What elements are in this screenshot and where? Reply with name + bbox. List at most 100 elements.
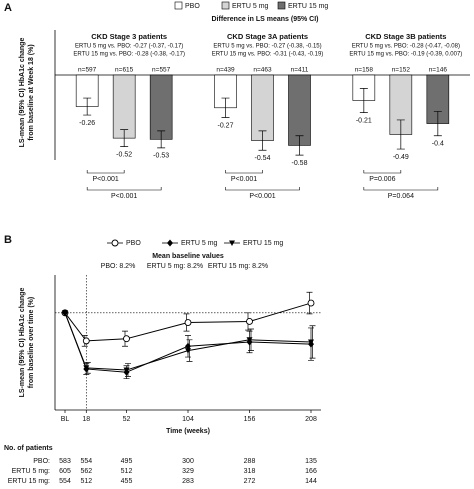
legend-swatch	[221, 1, 230, 10]
p-bracket	[363, 187, 439, 191]
value-label: -0.21	[356, 117, 372, 124]
group-annotation: ERTU 5 mg vs. PBO: -0.27 (-0.37, -0.17)	[75, 44, 183, 50]
table-cell: 455	[121, 478, 133, 485]
error-bar	[295, 135, 304, 156]
p-bracket	[225, 170, 263, 174]
series-line	[64, 312, 312, 371]
error-bar	[157, 130, 166, 149]
marker	[307, 299, 315, 307]
group-annotation: ERTU 15 mg vs. PBO: -0.31 (-0.43, -0.19)	[212, 52, 324, 58]
group-title: CKD Stage 3 patients	[91, 32, 167, 41]
y-axis-label: LS-mean (95% CI) HbA1c change	[19, 288, 26, 398]
panel-label: A	[4, 2, 12, 14]
baseline-value: ERTU 5 mg: 8.2%	[147, 263, 203, 270]
legend-label: ERTU 5 mg	[232, 3, 269, 10]
legend-label: PBO	[185, 3, 200, 10]
marker	[123, 367, 130, 374]
y-axis-label: LS-mean (95% CI) HbA1c change	[19, 38, 26, 148]
legend-label: PBO	[126, 240, 141, 247]
legend-marker	[111, 239, 119, 247]
value-label: -0.52	[116, 151, 132, 158]
x-tick-label: 156	[244, 416, 256, 423]
p-bracket	[86, 187, 162, 191]
p-bracket	[86, 170, 125, 174]
table-cell: 318	[244, 468, 256, 475]
x-tick-label: BL	[61, 416, 70, 423]
group-title: CKD Stage 3A patients	[227, 32, 308, 41]
value-label: -0.4	[432, 141, 444, 148]
legend-label: ERTU 15 mg	[243, 240, 283, 247]
legend-marker	[167, 239, 173, 247]
p-value: P<0.001	[249, 193, 275, 200]
x-axis-label: Time (weeks)	[166, 428, 210, 435]
value-label: -0.27	[218, 122, 234, 129]
table-cell: 144	[305, 478, 317, 485]
p-bracket	[225, 187, 300, 191]
table-row-label: ERTU 15 mg:	[8, 478, 50, 485]
error-bar	[221, 97, 230, 118]
table-cell: 554	[80, 458, 92, 465]
marker	[62, 310, 68, 316]
y-axis-label: from baseline over time (%)	[28, 297, 35, 388]
value-label: -0.26	[79, 120, 95, 127]
legend-label: ERTU 5 mg	[181, 240, 218, 247]
marker	[82, 337, 90, 345]
p-value: P=0.064	[388, 193, 414, 200]
marker	[246, 337, 253, 343]
n-label: n=597	[78, 67, 97, 74]
group-annotation: ERTU 5 mg vs. PBO: -0.28 (-0.47, -0.08)	[352, 44, 460, 50]
legend-marker	[229, 240, 235, 246]
table-cell: 272	[244, 478, 256, 485]
error-bar	[120, 129, 129, 147]
panel-label: B	[4, 234, 12, 246]
y-axis-label: from baseline at Week 18 (%)	[28, 44, 35, 140]
table-cell: 495	[121, 458, 133, 465]
n-label: n=146	[429, 67, 448, 74]
x-tick-label: 18	[82, 416, 90, 423]
table-cell: 554	[59, 478, 71, 485]
annotation-title: Difference in LS means (95% CI)	[212, 16, 319, 23]
group-title: CKD Stage 3B patients	[365, 32, 446, 41]
p-value: P<0.001	[231, 176, 257, 183]
error-bar	[258, 130, 267, 151]
bar	[112, 74, 136, 139]
n-label: n=615	[115, 67, 134, 74]
marker	[83, 365, 90, 371]
n-label: n=411	[291, 67, 309, 74]
bar	[288, 74, 311, 146]
n-label: n=158	[355, 67, 374, 74]
baseline-value: PBO: 8.2%	[101, 263, 136, 270]
table-row-label: PBO:	[33, 458, 50, 465]
n-label: n=152	[392, 67, 411, 74]
p-value: P<0.001	[93, 176, 119, 183]
marker	[308, 339, 314, 345]
table-cell: 283	[182, 478, 194, 485]
legend-label: ERTU 15 mg	[288, 3, 328, 10]
value-label: -0.58	[292, 160, 308, 167]
marker	[184, 319, 192, 326]
baseline-value: ERTU 15 mg: 8.2%	[208, 263, 268, 270]
n-label: n=439	[216, 67, 235, 74]
table-cell: 512	[121, 468, 133, 475]
p-value: P=0.006	[369, 176, 395, 183]
x-tick-label: 104	[182, 416, 194, 423]
bar	[149, 74, 173, 140]
table-cell: 605	[59, 468, 71, 475]
value-label: -0.49	[393, 154, 409, 161]
group-annotation: ERTU 15 mg vs. PBO: -0.19 (-0.39, 0.007)	[349, 52, 462, 58]
x-tick-label: 208	[305, 416, 317, 423]
legend-swatch	[174, 1, 183, 10]
marker	[123, 335, 130, 343]
table-cell: 135	[305, 458, 317, 465]
table-cell: 288	[244, 458, 256, 465]
x-tick-label: 52	[123, 416, 131, 423]
n-label: n=463	[253, 67, 272, 74]
p-bracket	[363, 170, 402, 174]
error-bar	[83, 97, 92, 116]
marker	[185, 348, 191, 354]
table-cell: 562	[80, 468, 92, 475]
n-label: n=557	[152, 67, 171, 74]
table-cell: 166	[305, 468, 317, 475]
table-cell: 300	[182, 458, 194, 465]
